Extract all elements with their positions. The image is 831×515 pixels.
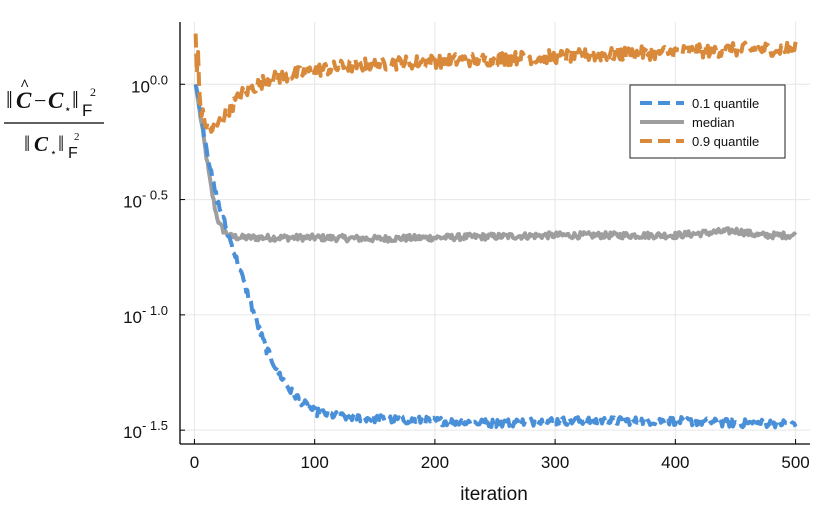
- x-tick-label: 0: [190, 453, 199, 472]
- y-label-denominator-star: ⋆: [50, 147, 57, 159]
- x-tick-labels: 0 100 200 300 400 500: [190, 439, 810, 472]
- series-lines: [193, 33, 798, 430]
- y-label-minus: −: [34, 88, 46, 113]
- y-label-star-sub: ⋆: [64, 102, 72, 116]
- legend-label: median: [692, 115, 735, 130]
- x-tick-label: 400: [661, 453, 689, 472]
- y-tick-label: 100.0: [131, 72, 168, 96]
- series-line-0-1-quantile: [193, 83, 798, 430]
- x-tick-label: 500: [781, 453, 809, 472]
- y-label-hat: ^: [20, 77, 29, 94]
- legend: 0.1 quantile median 0.9 quantile: [629, 84, 786, 159]
- y-label-denominator-close: ‖: [58, 131, 64, 156]
- y-label-norm-close: ‖: [72, 88, 79, 114]
- y-label-denominator-c: C: [34, 132, 49, 156]
- y-label-denominator-sup: 2: [74, 131, 80, 143]
- y-label-sup-2: 2: [90, 85, 96, 99]
- y-tick-label: 10- 1.5: [123, 418, 168, 442]
- series-line-median: [193, 83, 798, 244]
- x-tick-label: 200: [421, 453, 449, 472]
- y-tick-labels: 100.0 10- 0.5 10- 1.0 10- 1.5: [123, 72, 185, 442]
- y-tick-label: 10- 1.0: [123, 303, 168, 327]
- legend-label: 0.9 quantile: [692, 134, 759, 149]
- legend-label: 0.1 quantile: [692, 96, 759, 111]
- x-tick-label: 100: [300, 453, 328, 472]
- y-tick-label: 10- 0.5: [123, 188, 168, 212]
- y-label-numerator: ‖: [6, 88, 13, 114]
- x-tick-label: 300: [541, 453, 569, 472]
- y-label-denominator-open: ‖: [24, 131, 30, 156]
- series-line-0-9-quantile: [193, 33, 798, 134]
- y-label-c-hat: C: [16, 88, 32, 113]
- x-axis-label: iteration: [460, 484, 528, 505]
- y-label-sub-f: F: [82, 101, 92, 120]
- y-axis-label: ‖ C ^ − C ⋆ ‖ 2 F ‖ C ⋆ ‖ 2 F: [4, 77, 104, 162]
- y-label-denominator-sub: F: [68, 145, 78, 162]
- y-label-c-star: C: [48, 88, 64, 113]
- axes: [179, 22, 810, 445]
